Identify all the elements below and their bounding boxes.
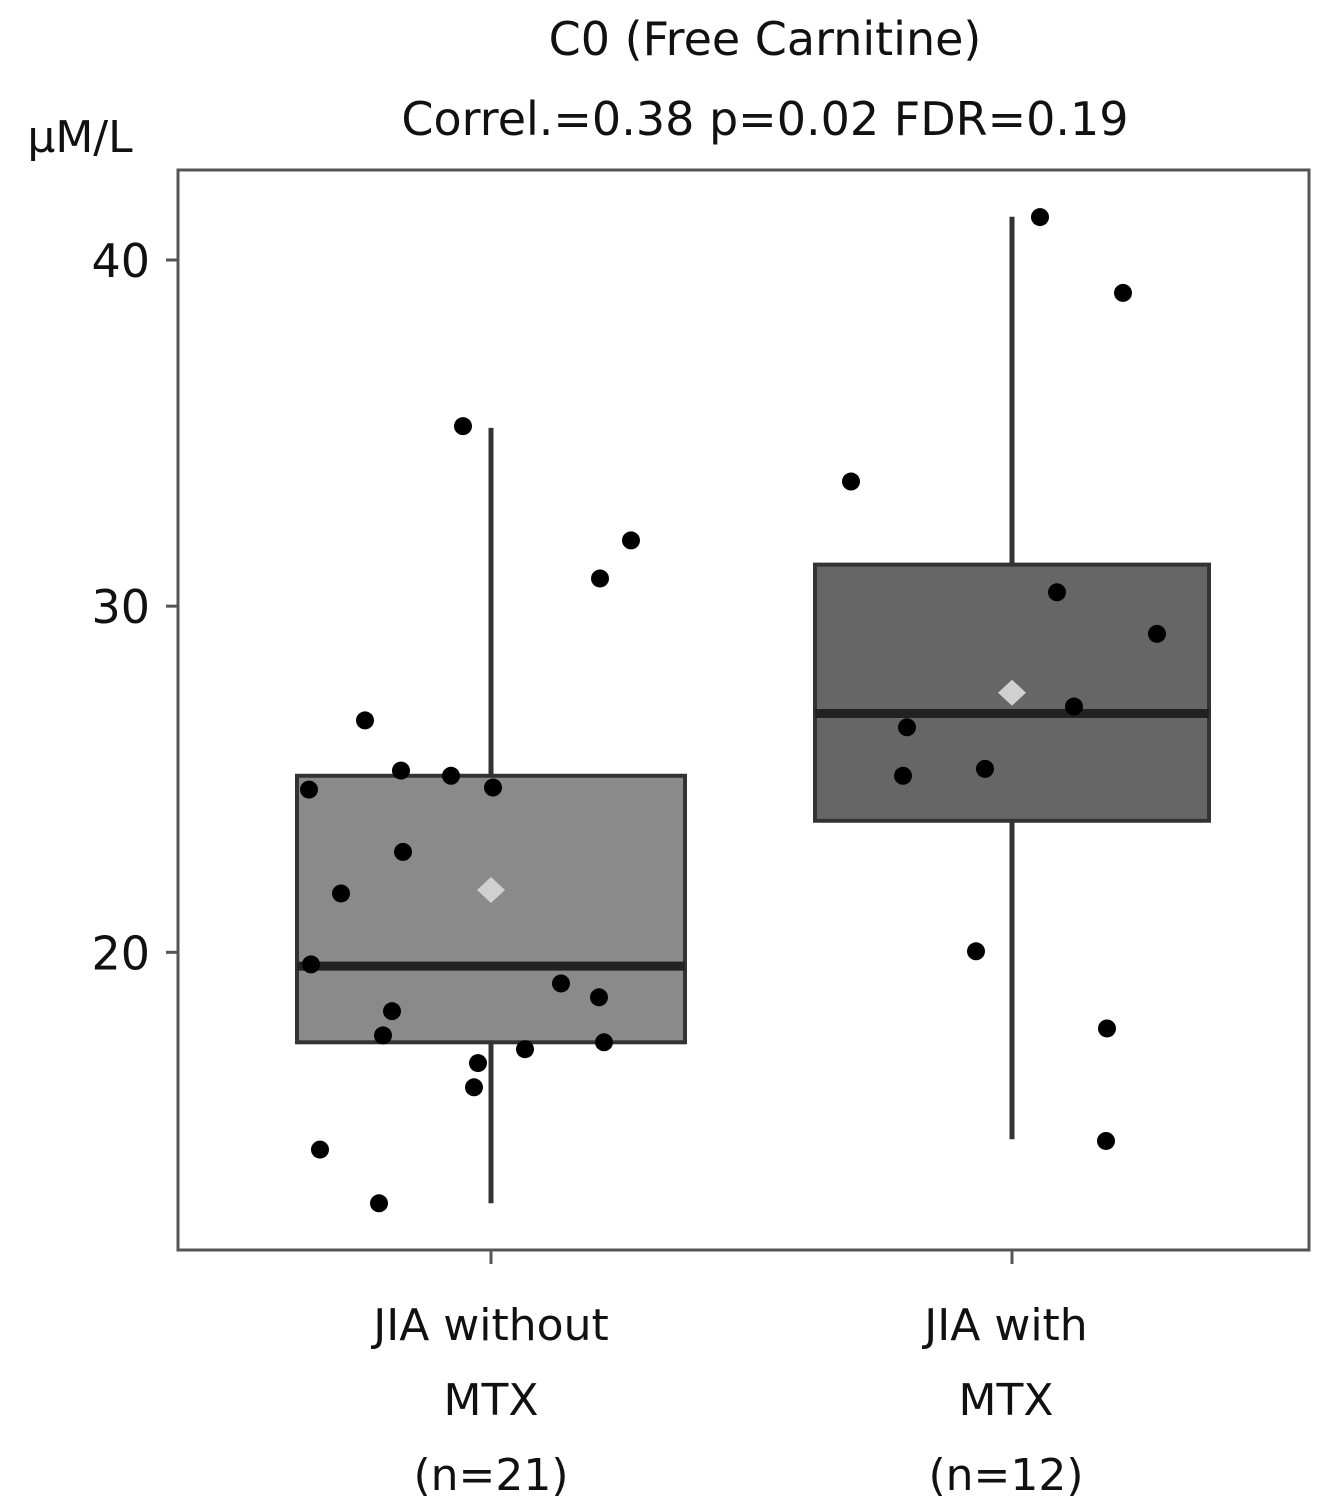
data-point — [394, 842, 412, 861]
data-point — [374, 1026, 392, 1045]
data-point — [894, 766, 912, 785]
data-point — [898, 718, 916, 737]
data-point — [1148, 624, 1166, 643]
mean-marker — [477, 877, 505, 903]
x-tick-label: (n=12) — [928, 1450, 1083, 1501]
y-tick-label: 30 — [91, 580, 150, 634]
data-point — [595, 1033, 613, 1052]
data-point — [300, 780, 318, 799]
data-point — [469, 1054, 487, 1073]
x-tick-label: (n=21) — [413, 1450, 568, 1501]
plot-frame — [176, 168, 1311, 1252]
data-point — [516, 1040, 534, 1059]
data-point — [302, 955, 320, 974]
data-point — [383, 1002, 401, 1021]
data-point — [392, 761, 410, 780]
mean-marker — [998, 679, 1026, 706]
y-tick-label: 20 — [91, 926, 150, 980]
data-point — [976, 759, 994, 778]
data-point — [356, 711, 374, 730]
data-point — [591, 569, 609, 588]
data-point — [1098, 1019, 1116, 1038]
x-tick-label: MTX — [444, 1375, 539, 1426]
data-point — [842, 472, 860, 491]
data-point — [967, 942, 985, 961]
data-point — [622, 531, 640, 550]
data-point — [1065, 697, 1083, 716]
box — [295, 773, 687, 1045]
data-point — [454, 417, 472, 436]
data-point — [1048, 583, 1066, 602]
y-tick-label: 40 — [91, 234, 150, 288]
data-point — [442, 766, 460, 785]
x-tick-label: JIA without — [370, 1300, 608, 1351]
x-tick-label: JIA with — [921, 1300, 1087, 1351]
data-point — [1031, 208, 1049, 227]
x-tick-label: MTX — [959, 1375, 1054, 1426]
data-point — [311, 1140, 329, 1159]
chart-subtitle: Correl.=0.38 p=0.02 FDR=0.19 — [401, 92, 1128, 146]
data-point — [552, 974, 570, 993]
chart-title: C0 (Free Carnitine) — [549, 12, 982, 66]
data-point — [1097, 1131, 1115, 1150]
y-axis-label: µM/L — [27, 112, 133, 163]
data-point — [465, 1078, 483, 1097]
data-point — [1114, 283, 1132, 302]
data-point — [370, 1194, 388, 1213]
data-point — [332, 884, 350, 903]
data-point — [484, 778, 502, 797]
data-point — [590, 988, 608, 1007]
